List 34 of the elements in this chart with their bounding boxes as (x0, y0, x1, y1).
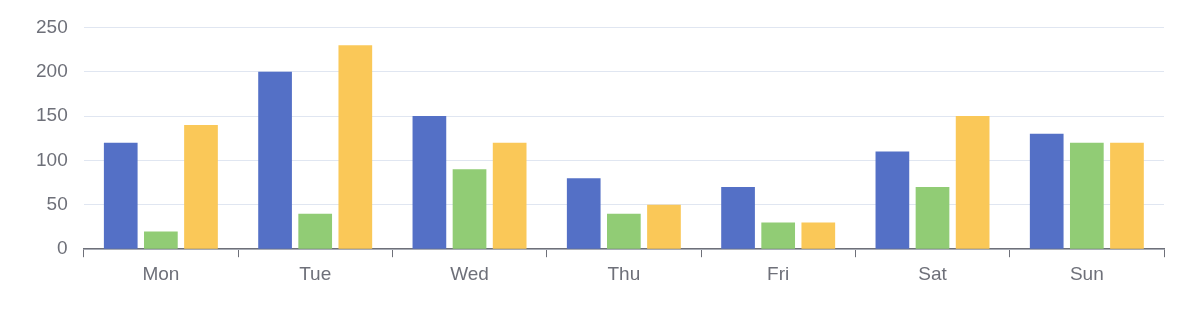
bar (338, 45, 373, 249)
bar (492, 142, 527, 249)
bar (721, 187, 755, 249)
bar (566, 178, 601, 249)
bar (1029, 133, 1064, 249)
x-tick-label: Sun (1069, 262, 1104, 284)
bar (607, 213, 641, 249)
bar (298, 213, 333, 249)
x-tick-label: Thu (607, 262, 641, 284)
x-tick-label: Tue (299, 262, 332, 284)
bar (144, 231, 178, 249)
x-tick-label: Fri (767, 262, 790, 284)
bar (1110, 142, 1144, 249)
y-tick-label: 0 (57, 237, 68, 259)
x-tick-label: Wed (450, 262, 489, 284)
y-tick-label: 250 (36, 15, 68, 37)
x-tick-label: Mon (142, 262, 180, 284)
bar (915, 187, 950, 249)
y-tick-label: 50 (46, 193, 68, 215)
bar (955, 116, 990, 249)
bar (875, 151, 910, 249)
bar (103, 142, 138, 249)
bar (412, 116, 447, 249)
y-tick-label: 100 (36, 148, 68, 170)
bar (801, 222, 836, 249)
bar (761, 222, 796, 249)
bar (452, 169, 487, 249)
x-tick-label: Sat (918, 262, 948, 284)
bar (647, 204, 681, 249)
y-tick-label: 200 (36, 59, 68, 81)
bar (1069, 142, 1104, 249)
bar (184, 124, 218, 249)
bar (258, 71, 292, 249)
y-tick-label: 150 (36, 104, 68, 126)
